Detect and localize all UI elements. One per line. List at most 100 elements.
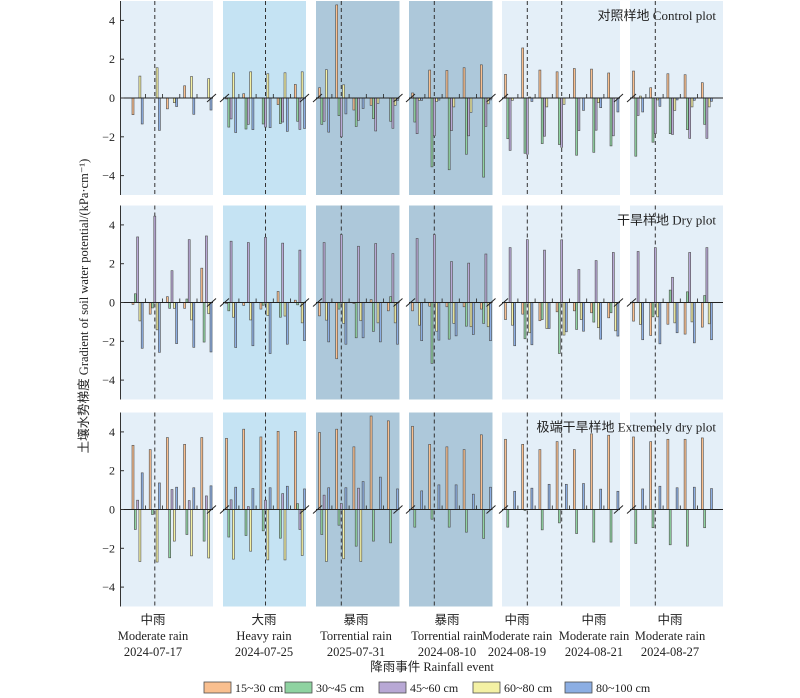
y-tick-label: 2 (109, 257, 115, 271)
y-tick-label: 2 (109, 52, 115, 66)
bar-2-p2-g1-s5 (234, 302, 237, 348)
event-date: 2024-08-21 (565, 645, 623, 659)
bar-1-p5-g1-s3 (508, 97, 512, 151)
event-type-cn: 暴雨 (434, 613, 459, 627)
bar-2-p3-g2-s2 (337, 302, 341, 310)
bar-1-p6-g1-s1 (632, 70, 635, 99)
bar-2-p5-g6-s4 (597, 302, 600, 329)
y-tick-label: 0 (109, 91, 115, 105)
bar-3-p3-g1-s4 (325, 509, 328, 562)
bar-2-p6-g5-s2 (703, 295, 706, 303)
axis-break-mark (206, 505, 217, 514)
y-tick-label: 4 (109, 218, 115, 232)
plot-title: 极端干旱样地 Extremely dry plot (537, 420, 717, 435)
bar-3-p4-g2-s5 (437, 484, 441, 510)
bar-1-p1-g3-s1 (166, 97, 169, 110)
bar-3-p6-g4-s5 (692, 486, 696, 510)
event-type-en: Heavy rain (236, 629, 292, 643)
bar-1-p3-g3-s5 (361, 97, 365, 109)
bar-1-p6-g5-s4 (707, 97, 711, 108)
bar-3-p1-g1-s2 (134, 509, 137, 530)
bar-1-p6-g5-s3 (705, 97, 709, 139)
bar-3-p2-g4-s1 (276, 431, 280, 510)
bar-3-p1-g4-s5 (192, 487, 196, 510)
bar-3-p6-g3-s1 (666, 438, 670, 510)
bar-3-p2-g4-s4 (283, 509, 287, 561)
legend-item: 60~80 cm (472, 681, 553, 695)
bar-2-p6-g1-s4 (639, 302, 642, 325)
bar-2-p6-g1-s1 (632, 302, 635, 322)
plot-row-3: −4 −2 0 2 4 极端干旱样地 Extremely dry plot (102, 412, 723, 607)
axis-break-mark (626, 93, 637, 103)
axis-break-mark (393, 298, 403, 307)
bar-2-p6-g5-s1 (700, 302, 704, 328)
bar-2-p4-g1-s5 (420, 302, 424, 342)
bar-3-p3-g5-s1 (386, 420, 390, 510)
bar-2-p5-g3-s4 (545, 302, 549, 329)
bar-1-p6-g3-s1 (666, 73, 670, 99)
event-date: 2024-07-25 (235, 645, 293, 659)
bar-3-p3-g3-s2 (354, 509, 358, 547)
bar-2-p4-g1-s4 (418, 302, 421, 326)
bar-2-p2-g4-s3 (281, 242, 285, 303)
bar-2-p6-g2-s1 (649, 302, 653, 336)
y-tick-label: 4 (109, 425, 115, 439)
bar-1-p5-g6-s1 (590, 68, 593, 99)
bar-2-p5-g6-s5 (599, 302, 603, 340)
bar-2-p1-g1-s5 (140, 302, 144, 349)
bar-1-p5-g5-s1 (572, 68, 576, 99)
bar-2-p4-g3-s5 (454, 302, 458, 337)
bar-2-p2-g1-s4 (232, 302, 235, 318)
axis-break-mark (613, 505, 624, 514)
rainfall-event-labels: 中雨 Moderate rain 2024-07-17 大雨 Heavy rain 202… (118, 612, 706, 659)
bar-1-p2-g5-s2 (296, 97, 299, 122)
bar-3-p2-g5-s1 (293, 431, 297, 510)
bar-1-p5-g7-s3 (611, 97, 615, 137)
bar-2-p5-g4-s1 (555, 302, 559, 313)
axis-break-mark (498, 298, 509, 307)
event-label-1: 中雨 Moderate rain 2024-07-17 (118, 612, 189, 659)
bar-3-p3-g4-s5 (378, 476, 382, 510)
bar-2-p2-g4-s4 (283, 302, 287, 317)
bar-3-p1-g4-s4 (190, 509, 193, 557)
bar-3-p2-g5-s5 (303, 488, 306, 510)
bar-1-p5-g3-s4 (545, 97, 549, 108)
axis-break-mark (312, 298, 323, 307)
bar-1-p3-g3-s2 (354, 97, 358, 127)
bar-2-p4-g3-s1 (445, 302, 449, 308)
bar-1-p2-g3-s2 (261, 97, 265, 125)
bar-2-p6-g3-s1 (666, 302, 670, 325)
bar-2-p5-g7-s3 (611, 252, 615, 303)
event-type-cn: 大雨 (251, 613, 276, 627)
bar-2-p5-g4-s2 (558, 302, 561, 354)
bar-1-p4-g3-s4 (452, 97, 456, 108)
bar-1-p4-g4-s4 (469, 97, 473, 113)
bar-3-p3-g1-s2 (320, 509, 324, 535)
bar-1-p6-g5-s2 (703, 97, 706, 125)
bar-3-p2-g1-s1 (225, 438, 228, 510)
bar-3-p1-g1-s3 (136, 499, 139, 510)
bar-2-p5-g2-s4 (528, 302, 531, 334)
bar-1-p5-g4-s4 (562, 97, 566, 105)
bar-2-p2-g5-s3 (298, 249, 302, 303)
bar-1-p4-g4-s3 (467, 97, 471, 137)
y-tick-label: 0 (109, 296, 115, 310)
bar-2-p3-g1-s4 (325, 302, 328, 321)
bar-1-p1-g2-s5 (158, 97, 161, 131)
bar-2-p1-g2-s4 (155, 302, 159, 331)
bar-2-p5-g5-s5 (582, 302, 585, 332)
bar-1-p5-g2-s2 (523, 97, 527, 154)
bar-3-p3-g3-s4 (359, 509, 363, 562)
bar-2-p1-g3-s3 (170, 270, 174, 303)
bar-2-p4-g4-s5 (471, 302, 475, 335)
axis-break-mark (405, 93, 416, 103)
event-label-6: 中雨 Moderate rain 2024-08-21 (559, 612, 630, 659)
legend: 15~30 cm 30~45 cm 45~60 cm 60~80 cm 80~100 c… (203, 681, 651, 695)
legend-label: 15~30 cm (235, 681, 284, 695)
bar-1-p3-g2-s4 (342, 84, 345, 99)
bar-3-p1-g5-s2 (202, 509, 206, 542)
bar-3-p2-g1-s2 (227, 509, 231, 538)
bar-2-p3-g3-s3 (357, 245, 360, 303)
bar-2-p2-g1-s3 (229, 240, 233, 303)
axis-break-mark (312, 93, 323, 103)
